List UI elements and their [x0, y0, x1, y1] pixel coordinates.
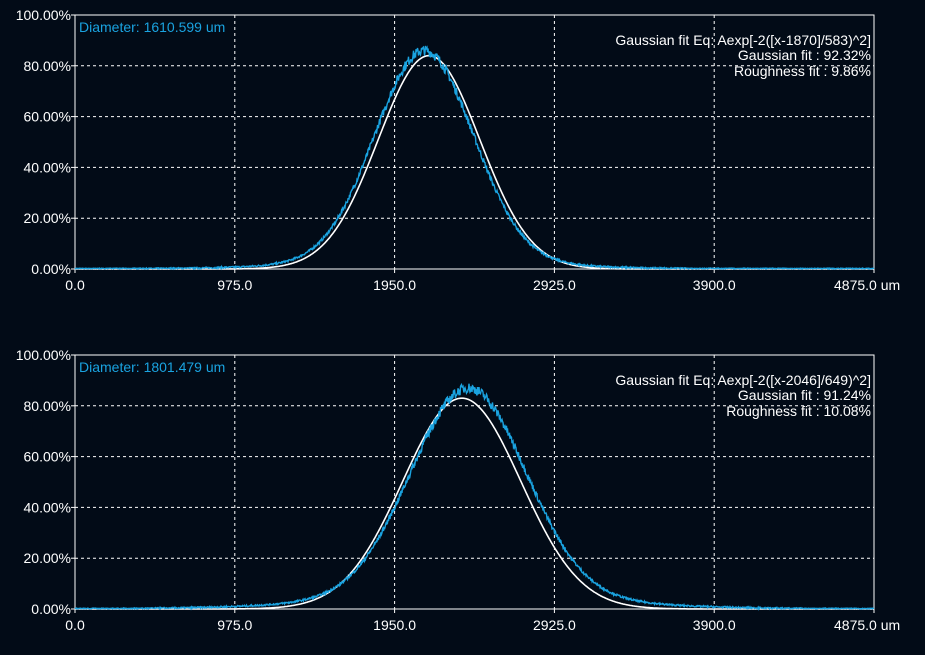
y-tick-label: 80.00% — [24, 398, 71, 414]
x-tick-label: 2925.0 — [533, 277, 576, 293]
x-tick-label: 3900.0 — [693, 617, 736, 633]
x-tick-label: 4875.0 um — [834, 277, 900, 293]
gaussian-fit-line — [75, 397, 874, 610]
diameter-label: Diameter: 1610.599 um — [79, 19, 225, 35]
fit-equation: Gaussian fit Eq: Aexp[-2([x-2046]/649)^2… — [615, 372, 871, 388]
y-tick-label: 100.00% — [16, 347, 71, 363]
y-tick-label: 80.00% — [24, 58, 71, 74]
x-tick-label: 1950.0 — [373, 617, 416, 633]
y-tick-label: 20.00% — [24, 210, 71, 226]
x-tick-label: 2925.0 — [533, 617, 576, 633]
y-tick-label: 40.00% — [24, 159, 71, 175]
x-tick-label: 3900.0 — [693, 277, 736, 293]
y-tick-label: 60.00% — [24, 109, 71, 125]
fit-equation: Gaussian fit Eq: Aexp[-2([x-1870]/583)^2… — [615, 32, 871, 48]
x-tick-label: 4875.0 um — [834, 617, 900, 633]
x-tick-label: 1950.0 — [373, 277, 416, 293]
x-tick-label: 0.0 — [65, 277, 85, 293]
chart-1: 0.00% 20.00% 40.00% 60.00% 80.00% 100.00% 0.0 9… — [16, 7, 900, 293]
measured-profile-line — [74, 382, 875, 611]
plot-frame — [74, 354, 875, 610]
x-tick-label: 0.0 — [65, 617, 85, 633]
y-tick-label: 0.00% — [31, 261, 71, 277]
x-tick-label: 975.0 — [217, 277, 252, 293]
roughness-fit-value: Roughness fit : 9.86% — [734, 63, 871, 79]
plot-frame — [74, 14, 875, 270]
y-tick-label: 20.00% — [24, 550, 71, 566]
gaussian-fit-line — [75, 54, 874, 270]
y-tick-label: 100.00% — [16, 7, 71, 23]
y-tick-label: 0.00% — [31, 601, 71, 617]
diameter-label: Diameter: 1801.479 um — [79, 359, 225, 375]
roughness-fit-value: Roughness fit : 10.08% — [726, 403, 871, 419]
gaussian-fit-value: Gaussian fit : 91.24% — [738, 387, 871, 403]
y-tick-label: 60.00% — [24, 449, 71, 465]
y-tick-label: 40.00% — [24, 499, 71, 515]
measured-profile-line — [74, 45, 875, 271]
gaussian-fit-value: Gaussian fit : 92.32% — [738, 47, 871, 63]
chart-2: 0.00% 20.00% 40.00% 60.00% 80.00% 100.00% 0.0 9… — [16, 347, 900, 633]
x-tick-label: 975.0 — [217, 617, 252, 633]
